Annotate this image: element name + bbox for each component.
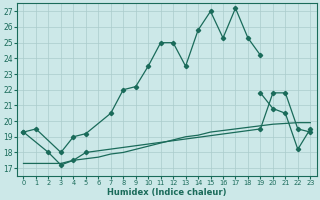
X-axis label: Humidex (Indice chaleur): Humidex (Indice chaleur) [107,188,227,197]
